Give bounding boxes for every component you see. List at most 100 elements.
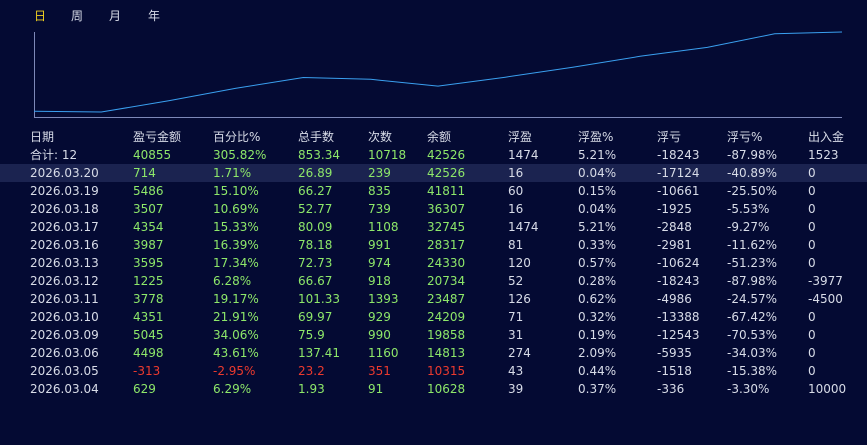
cell-percent: 43.61% — [213, 346, 259, 360]
cell-lots: 69.97 — [298, 310, 333, 324]
header-cash-flow: 出入金 — [808, 130, 845, 144]
cell-count: 739 — [368, 202, 391, 216]
cell-float-profit: 71 — [508, 310, 524, 324]
cell-float-profit-pct: 0.04% — [578, 166, 617, 180]
cell-count: 239 — [368, 166, 391, 180]
cell-count: 974 — [368, 256, 391, 270]
cell-float-loss: -1925 — [657, 202, 692, 216]
table-row[interactable]: 2026.03.17 4354 15.33% 80.09 1108 32745 1474 5.… — [0, 218, 867, 236]
cell-balance: 36307 — [427, 202, 466, 216]
cell-float-loss-pct: -87.98% — [727, 274, 778, 288]
cell-balance: 10315 — [427, 364, 466, 378]
cell-percent: 16.39% — [213, 238, 259, 252]
cell-count: 1108 — [368, 220, 399, 234]
cell-float-profit: 81 — [508, 238, 524, 252]
cell-lots: 75.9 — [298, 328, 325, 342]
header-float-profit-pct: 浮盈% — [578, 130, 614, 144]
cell-lots: 1.93 — [298, 382, 325, 396]
cell-float-loss-pct: -15.38% — [727, 364, 778, 378]
header-balance: 余额 — [427, 130, 452, 144]
cell-date: 2026.03.20 — [30, 166, 99, 180]
cell-float-profit: 60 — [508, 184, 524, 198]
header-date: 日期 — [30, 130, 55, 144]
cell-count: 91 — [368, 382, 384, 396]
cell-balance: 32745 — [427, 220, 466, 234]
table-total-row[interactable]: 合计: 12 40855 305.82% 853.34 10718 42526 1474 5.… — [0, 146, 867, 164]
cell-pnl: 714 — [133, 166, 156, 180]
cell-percent: 19.17% — [213, 292, 259, 306]
cell-balance: 41811 — [427, 184, 466, 198]
cell-float-loss-pct: -3.30% — [727, 382, 770, 396]
cell-float-profit: 43 — [508, 364, 524, 378]
cell-float-loss-pct: -9.27% — [727, 220, 770, 234]
cell-date: 2026.03.04 — [30, 382, 99, 396]
table-row[interactable]: 2026.03.04 629 6.29% 1.93 91 10628 39 0.37% -336… — [0, 380, 867, 398]
cell-float-loss: -4986 — [657, 292, 692, 306]
header-float-loss-pct: 浮亏% — [727, 130, 763, 144]
cell-float-loss: -10624 — [657, 256, 700, 270]
balance-line-chart — [33, 31, 843, 118]
cell-date: 2026.03.19 — [30, 184, 99, 198]
cell-lots: 78.18 — [298, 238, 333, 252]
cell-float-loss-pct: -40.89% — [727, 166, 778, 180]
table-row[interactable]: 2026.03.13 3595 17.34% 72.73 974 24330 120 0.57… — [0, 254, 867, 272]
cell-percent: 10.69% — [213, 202, 259, 216]
cell-cash-flow: 0 — [808, 310, 816, 324]
table-row[interactable]: 2026.03.10 4351 21.91% 69.97 929 24209 71 0.32%… — [0, 308, 867, 326]
table-row[interactable]: 2026.03.12 1225 6.28% 66.67 918 20734 52 0.28% -… — [0, 272, 867, 290]
period-tabs: 日 周 月 年 — [0, 0, 200, 28]
table-row[interactable]: 2026.03.06 4498 43.61% 137.41 1160 14813 274 2.… — [0, 344, 867, 362]
cell-percent: 17.34% — [213, 256, 259, 270]
cell-lots: 23.2 — [298, 364, 325, 378]
cell-cash-flow: 0 — [808, 328, 816, 342]
cell-cash-flow: 10000 — [808, 382, 847, 396]
table-header[interactable]: 日期 盈亏金额 百分比% 总手数 次数 余额 浮盈 浮盈% 浮亏 浮亏% 出入金 — [0, 128, 867, 146]
cell-date: 合计: 12 — [30, 148, 78, 162]
cell-float-profit: 120 — [508, 256, 531, 270]
cell-pnl: 5045 — [133, 328, 164, 342]
cell-pnl: 3778 — [133, 292, 164, 306]
cell-cash-flow: 0 — [808, 346, 816, 360]
cell-cash-flow: 0 — [808, 256, 816, 270]
table-row[interactable]: 2026.03.18 3507 10.69% 52.77 739 36307 16 0.04%… — [0, 200, 867, 218]
tab-week[interactable]: 周 — [71, 9, 84, 23]
table-row[interactable]: 2026.03.20 714 1.71% 26.89 239 42526 16 0.04% -1… — [0, 164, 867, 182]
cell-lots: 137.41 — [298, 346, 340, 360]
cell-cash-flow: 0 — [808, 238, 816, 252]
cell-float-loss: -18243 — [657, 274, 700, 288]
cell-pnl: 40855 — [133, 148, 172, 162]
table-row[interactable]: 2026.03.19 5486 15.10% 66.27 835 41811 60 0.15%… — [0, 182, 867, 200]
cell-float-profit-pct: 0.44% — [578, 364, 617, 378]
cell-float-profit-pct: 0.33% — [578, 238, 617, 252]
cell-percent: 34.06% — [213, 328, 259, 342]
cell-count: 835 — [368, 184, 391, 198]
header-pnl: 盈亏金额 — [133, 130, 182, 144]
cell-count: 929 — [368, 310, 391, 324]
cell-float-profit: 274 — [508, 346, 531, 360]
tab-year[interactable]: 年 — [148, 9, 161, 23]
cell-float-loss: -13388 — [657, 310, 700, 324]
cell-float-loss: -5935 — [657, 346, 692, 360]
table-row[interactable]: 2026.03.11 3778 19.17% 101.33 1393 23487 126 0.… — [0, 290, 867, 308]
table-row[interactable]: 2026.03.09 5045 34.06% 75.9 990 19858 31 0.19% -… — [0, 326, 867, 344]
cell-date: 2026.03.13 — [30, 256, 99, 270]
cell-percent: 1.71% — [213, 166, 252, 180]
table-row[interactable]: 2026.03.16 3987 16.39% 78.18 991 28317 81 0.33%… — [0, 236, 867, 254]
cell-pnl: 5486 — [133, 184, 164, 198]
cell-balance: 10628 — [427, 382, 466, 396]
cell-float-profit-pct: 0.19% — [578, 328, 617, 342]
cell-float-profit: 31 — [508, 328, 524, 342]
tab-month[interactable]: 月 — [109, 9, 122, 23]
cell-lots: 72.73 — [298, 256, 333, 270]
cell-balance: 28317 — [427, 238, 466, 252]
cell-balance: 20734 — [427, 274, 466, 288]
cell-percent: 305.82% — [213, 148, 267, 162]
cell-date: 2026.03.06 — [30, 346, 99, 360]
header-lots: 总手数 — [298, 130, 335, 144]
header-percent: 百分比% — [213, 130, 261, 144]
tab-day[interactable]: 日 — [34, 9, 47, 23]
cell-count: 918 — [368, 274, 391, 288]
cell-float-profit-pct: 0.32% — [578, 310, 617, 324]
table-row[interactable]: 2026.03.05 -313 -2.95% 23.2 351 10315 43 0.44% -… — [0, 362, 867, 380]
cell-cash-flow: 1523 — [808, 148, 839, 162]
